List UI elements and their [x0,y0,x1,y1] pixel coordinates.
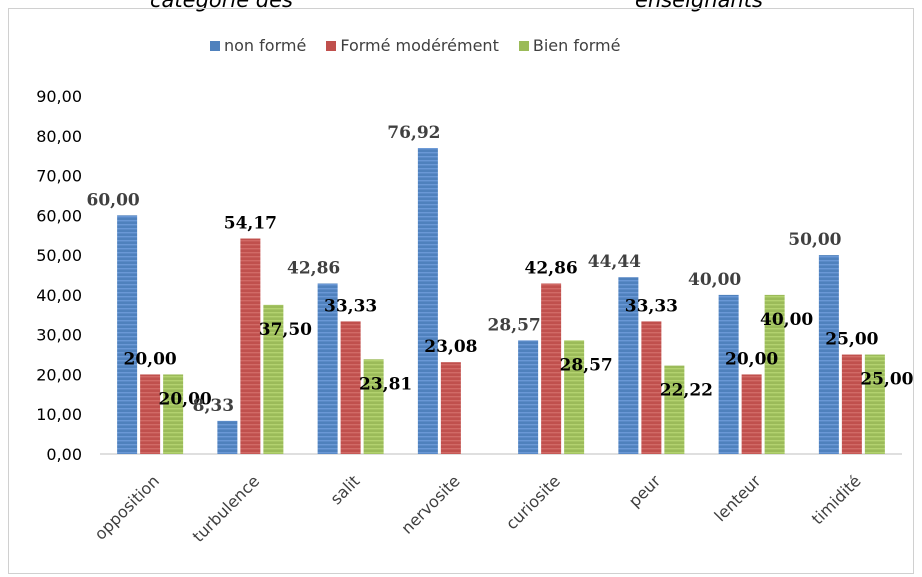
legend-swatch-forme-moderement [326,40,337,51]
category-label: opposition [91,471,163,543]
y-tick-label: 50,00 [36,246,82,265]
legend-label-non-forme: non formé [224,36,307,55]
legend-label-forme-moderement: Formé modérément [340,36,499,55]
bar-non-form--5 [618,277,639,454]
legend: non formé Formé modérément Bien formé [210,36,640,55]
bar-non-form--6 [718,294,739,454]
legend-item-bien-forme: Bien formé [518,36,621,55]
data-label: 33,33 [324,296,377,316]
legend-label-bien-forme: Bien formé [532,36,621,55]
bar-bien-form--0 [163,374,184,454]
bar-non-form--7 [818,255,839,454]
bar-non-form--4 [518,340,539,454]
bar-form-mod-r-ment-1 [240,238,261,454]
bar-form-mod-r-ment-5 [641,321,662,454]
data-label: 50,00 [788,230,841,250]
category-label: lenteur [711,471,765,525]
legend-swatch-non-forme [210,40,220,51]
bar-bien-form--6 [764,294,785,454]
data-label: 20,00 [124,349,177,369]
bar-non-form--0 [117,215,138,454]
category-label: curiosite [502,471,564,533]
y-tick-label: 60,00 [36,206,82,225]
bar-non-form--1 [217,420,238,454]
bar-bien-form--1 [263,304,284,454]
category-label: timidité [808,471,865,528]
y-tick-label: 30,00 [36,326,82,345]
data-label: 76,92 [387,123,440,143]
data-label: 42,86 [287,259,340,279]
bar-form-mod-r-ment-6 [741,374,762,454]
data-label: 25,00 [825,330,878,350]
category-label: turbulence [189,471,264,546]
category-label: salit [326,471,363,508]
bar-form-mod-r-ment-7 [841,354,862,454]
data-label: 20,00 [725,349,778,369]
data-label: 40,00 [688,270,741,290]
y-tick-label: 0,00 [46,445,82,464]
bar-form-mod-r-ment-2 [340,321,361,454]
y-tick-label: 90,00 [36,87,82,106]
data-label: 54,17 [224,214,277,234]
bar-form-mod-r-ment-3 [440,362,461,454]
data-label: 44,44 [588,252,641,272]
bar-non-form--2 [317,283,338,454]
data-label: 40,00 [760,310,813,330]
bar-form-mod-r-ment-0 [140,374,161,454]
bar-bien-form--2 [363,359,384,454]
category-label: nervosite [397,471,463,537]
data-label: 28,57 [488,315,541,335]
data-label: 20,00 [159,389,212,409]
bar-non-form--3 [417,148,438,454]
y-tick-label: 10,00 [36,405,82,424]
data-label: 60,00 [87,190,140,210]
data-label: 22,22 [660,381,713,401]
legend-item-forme-moderement: Formé modérément [326,36,499,55]
data-label: 23,08 [424,337,477,357]
bar-bien-form--4 [564,340,585,454]
y-tick-label: 80,00 [36,127,82,146]
y-tick-label: 20,00 [36,365,82,384]
data-label: 8,33 [193,396,234,416]
legend-item-non-forme: non formé [210,36,306,55]
y-tick-label: 70,00 [36,167,82,186]
data-label: 25,00 [860,370,913,390]
bar-bien-form--7 [864,354,885,454]
data-label: 33,33 [625,296,678,316]
title-fragment-right: enseignants [635,0,763,12]
bar-form-mod-r-ment-4 [541,283,562,454]
data-label: 28,57 [560,355,613,375]
bar-bien-form--5 [664,365,685,454]
data-label: 37,50 [259,320,312,340]
chart-frame [8,8,914,574]
data-label: 42,86 [525,259,578,279]
data-label: 23,81 [359,374,412,394]
legend-swatch-bien-forme [518,40,529,51]
category-label: peur [625,471,665,511]
title-fragment-left: catégorie des [150,0,294,12]
y-tick-label: 40,00 [36,286,82,305]
